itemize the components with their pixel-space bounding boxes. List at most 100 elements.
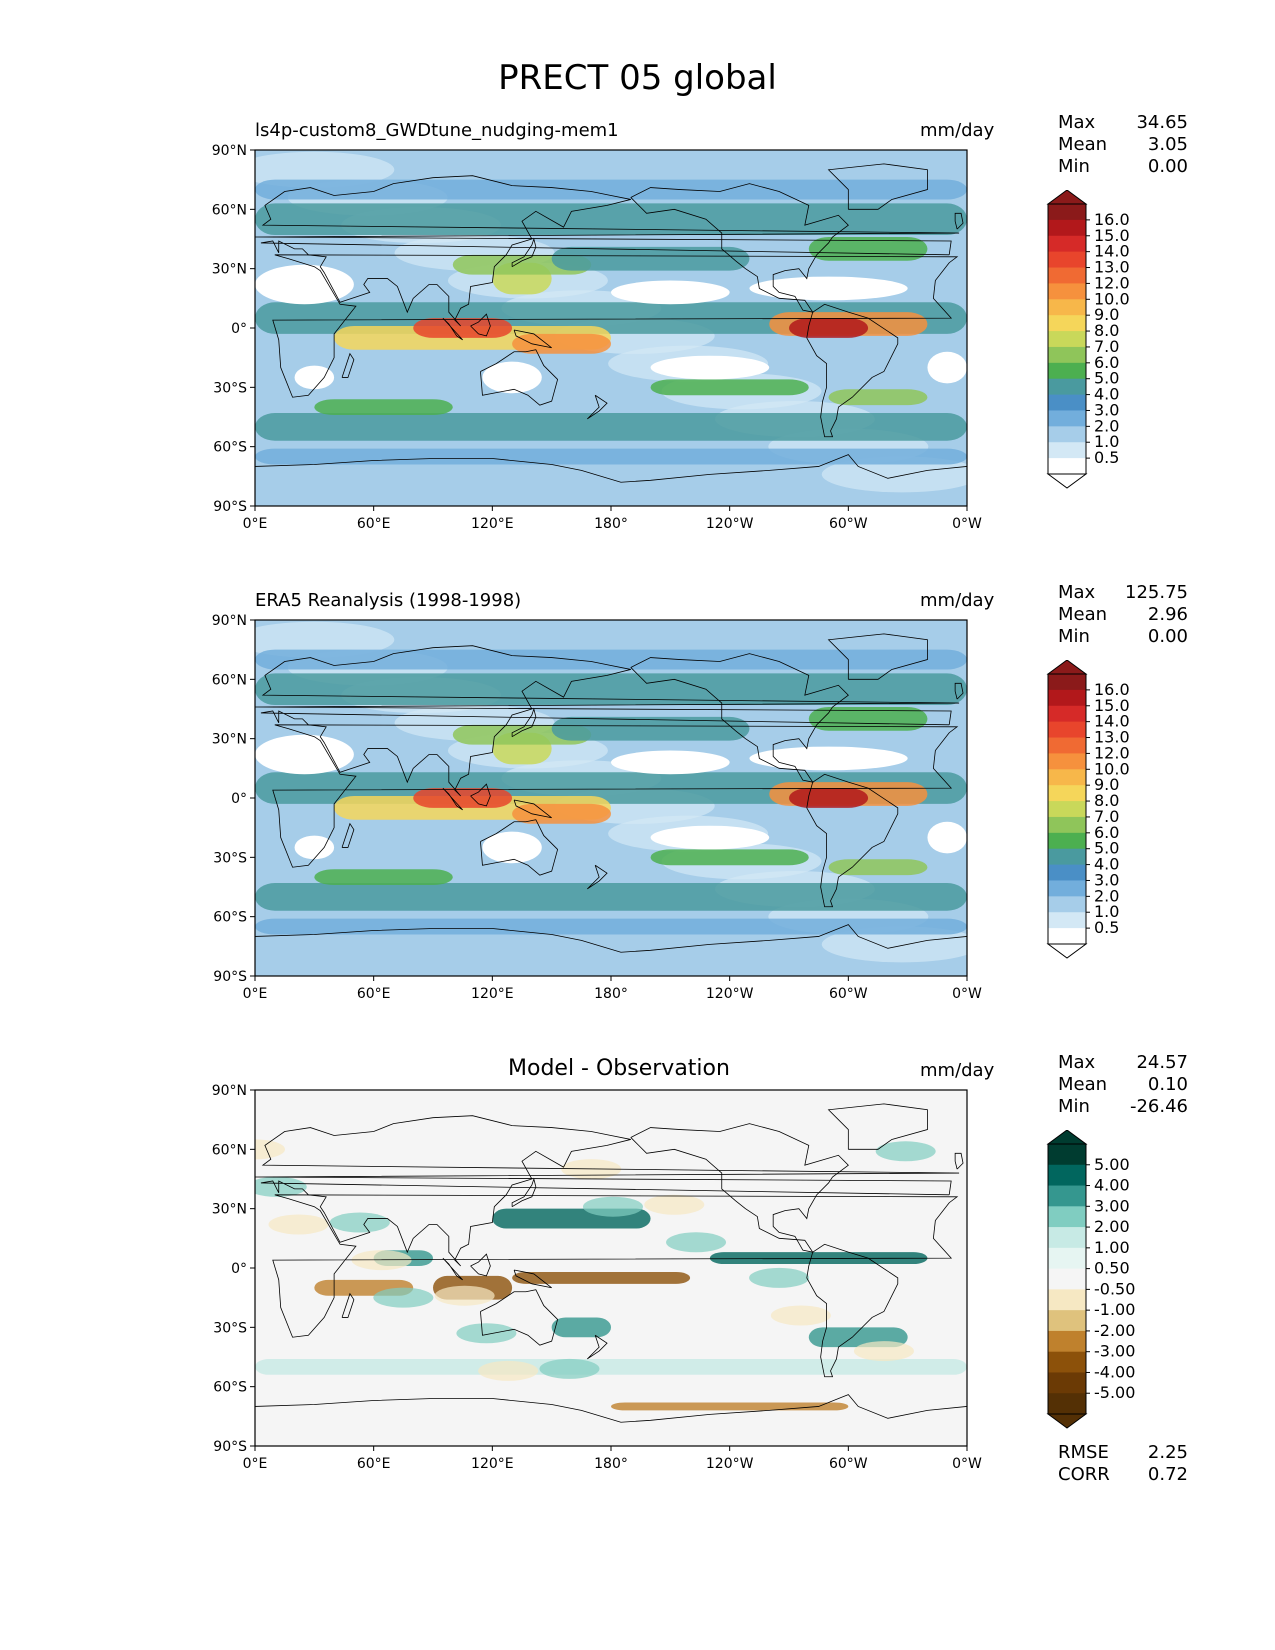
- stat-mean-label: Mean: [1058, 1074, 1108, 1095]
- lat-tick-label: 0°: [231, 1261, 247, 1277]
- coastline: [272, 724, 959, 868]
- precip-band: [828, 389, 928, 406]
- coastline: [255, 924, 967, 953]
- colorbar-label: 9.0: [1094, 775, 1119, 794]
- colorbar-swatch: [1048, 458, 1086, 475]
- coastline: [341, 352, 355, 378]
- colorbar-swatch: [1048, 362, 1086, 380]
- lon-tick-label: 0°E: [243, 986, 268, 1002]
- precip-band: [650, 849, 809, 866]
- lon-tick-label: 180°: [594, 1456, 628, 1472]
- diff-patch: [329, 1212, 390, 1233]
- stat-mean-value: 0.10: [1147, 1074, 1188, 1095]
- lat-tick-label: 0°: [231, 321, 247, 337]
- colorbar-label: 1.0: [1094, 902, 1119, 921]
- diff-band: [551, 1317, 611, 1338]
- colorbar-label: 12.0: [1094, 273, 1130, 292]
- stat-min-label: Min: [1058, 626, 1090, 647]
- panel-diff: Model - Observation mm/day 90°N 60°N 30°N 0…: [0, 1052, 1275, 1530]
- colorbar-swatch: [1048, 331, 1086, 348]
- stat-min-value: 0.00: [1147, 156, 1188, 177]
- coastline: [513, 1269, 552, 1289]
- coastline: [272, 1194, 959, 1338]
- colorbar-swatch: [1048, 235, 1086, 253]
- lat-tick-label: 90°S: [213, 499, 247, 515]
- colorbar-label: 5.0: [1094, 839, 1119, 858]
- coastline: [586, 394, 608, 420]
- lon-tick-label: 120°E: [471, 516, 514, 532]
- map-diff: 90°N 60°N 30°N 0° 30°S 60°S 90°S0°E 60°E 120°E 18…: [212, 1084, 982, 1472]
- colorbar-label: 15.0: [1094, 226, 1130, 245]
- colorbar-label: 13.0: [1094, 728, 1130, 747]
- colorbar-swatch: [1048, 1393, 1086, 1415]
- coastline: [513, 329, 552, 349]
- colorbar-label: 10.0: [1094, 289, 1130, 308]
- coastline: [341, 822, 355, 848]
- precip-band: [828, 859, 928, 876]
- precip-band: [255, 179, 967, 200]
- stat-min-label: Min: [1058, 156, 1090, 177]
- colorbar-frame: [1047, 1143, 1087, 1415]
- colorbar-swatch: [1048, 896, 1086, 913]
- coastline: [480, 819, 559, 876]
- lat-tick-label: 60°S: [213, 440, 247, 456]
- colorbar-swatch: [1048, 299, 1086, 316]
- coastline: [630, 183, 849, 313]
- colorbar-label: -4.00: [1094, 1362, 1135, 1381]
- coastline: [954, 682, 964, 700]
- colorbar-extend-bottom: [1046, 1413, 1088, 1429]
- lat-tick-label: 60°S: [213, 910, 247, 926]
- colorbar-label: -1.00: [1094, 1300, 1135, 1319]
- stat-min-value: -26.46: [1129, 1096, 1188, 1117]
- colorbar-label: 4.00: [1094, 1176, 1130, 1195]
- colorbar-label: 1.00: [1094, 1238, 1130, 1257]
- dry-zone: [650, 825, 770, 850]
- panel-obs: ERA5 Reanalysis (1998-1998) mm/day 90°N 6…: [0, 582, 1275, 1060]
- coastline: [272, 254, 959, 398]
- coastline: [586, 864, 608, 890]
- coastline: [255, 1115, 960, 1267]
- precip-band: [255, 203, 967, 236]
- colorbar-swatch: [1048, 1164, 1086, 1187]
- diff-patch: [539, 1358, 600, 1379]
- precip-band: [413, 318, 513, 338]
- colorbar-label: 2.00: [1094, 1217, 1130, 1236]
- colorbar-frame: [1047, 673, 1087, 945]
- colorbar-swatch: [1048, 1247, 1086, 1270]
- coastline: [341, 1292, 355, 1318]
- coastline: [442, 787, 463, 811]
- stat-max-label: Max: [1058, 582, 1096, 603]
- lon-tick-label: 0°E: [243, 1456, 268, 1472]
- colorbar-extend-bottom: [1046, 473, 1088, 489]
- lat-tick-label: 90°N: [212, 614, 247, 629]
- colorbar-label: 0.50: [1094, 1259, 1130, 1278]
- dry-zone: [294, 365, 335, 390]
- colorbar-swatch: [1048, 864, 1086, 881]
- colorbar-diff: 5.00 4.003.00 2.00 1.00 0.50-0.50 -1.00 -2.00 -…: [1046, 1130, 1135, 1429]
- colorbar-swatch: [1048, 912, 1086, 929]
- stat-mean-label: Mean: [1058, 134, 1108, 155]
- lon-tick-label: 120°W: [706, 1456, 754, 1472]
- coastline: [630, 653, 849, 783]
- panel-units: mm/day: [920, 1060, 995, 1081]
- coastline: [511, 707, 537, 738]
- colorbar-extend-top: [1046, 190, 1088, 205]
- colorbar-extend-top: [1046, 660, 1088, 675]
- colorbar-label: 7.0: [1094, 337, 1119, 356]
- colorbar-swatch: [1048, 1289, 1086, 1311]
- stats-box: Max 24.57 Mean 0.10 Min -26.46: [1058, 1052, 1188, 1118]
- colorbar-label: 5.0: [1094, 369, 1119, 388]
- colorbar-label: -3.00: [1094, 1342, 1135, 1361]
- colorbar-swatch: [1048, 1185, 1086, 1207]
- colorbar-label: 2.0: [1094, 886, 1119, 905]
- lat-tick-label: 60°N: [212, 202, 247, 218]
- colorbar-label: 0.5: [1094, 448, 1119, 467]
- colorbar-swatch: [1048, 705, 1086, 723]
- colorbar-swatch: [1048, 689, 1086, 707]
- coastline: [470, 313, 491, 337]
- lat-tick-label: 90°N: [212, 1084, 247, 1099]
- stat-mean-value: 3.05: [1147, 134, 1188, 155]
- lat-tick-label: 30°N: [212, 1202, 247, 1218]
- colorbar-label: 16.0: [1094, 680, 1130, 699]
- dry-zone: [749, 276, 908, 301]
